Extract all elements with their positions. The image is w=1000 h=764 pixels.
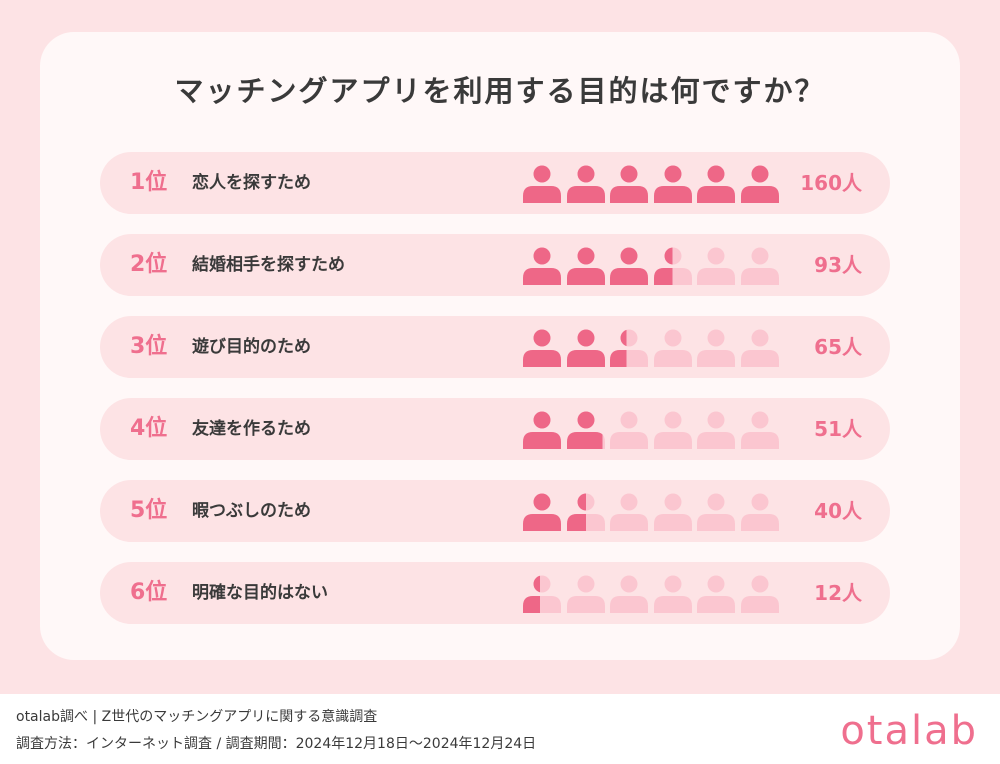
rank-label: 4位 [130,416,168,441]
person-icon [740,247,779,285]
person-icon [697,411,735,449]
ranking-row: 5位 暇つぶしのため 40人 [100,480,890,542]
category-label: 結婚相手を探すため [192,255,345,275]
person-icon [653,329,692,367]
rank-label: 3位 [130,334,168,359]
ranking-row: 2位 結婚相手を探すため 93人 [100,234,890,296]
otalab-logo: otalab [840,708,978,754]
chart-title: マッチングアプリを利用する目的は何ですか？ [174,74,826,108]
person-icon [610,493,648,531]
rank-label: 2位 [130,252,168,277]
person-icon [523,493,561,531]
category-label: 友達を作るため [192,419,311,439]
person-icon [740,493,779,531]
count-label: 12人 [814,581,862,605]
ranking-row: 3位 遊び目的のため 65人 [100,316,890,378]
person-icon [740,329,779,367]
person-icon [566,165,605,203]
person-icon [740,411,779,449]
person-icon [523,165,561,203]
person-icon [610,575,648,613]
count-label: 65人 [814,335,862,359]
category-label: 明確な目的はない [192,583,328,603]
category-label: 恋人を探すため [192,173,311,193]
person-icon [566,329,605,367]
person-icon-bar [522,491,784,531]
person-icon [566,411,605,449]
rank-label: 1位 [130,170,168,195]
count-label: 40人 [814,499,862,523]
person-icon [610,329,648,367]
person-icon [740,575,779,613]
person-icon [653,575,692,613]
person-icon [610,411,648,449]
person-icon [610,247,648,285]
person-icon-bar [522,163,784,203]
ranking-row: 1位 恋人を探すため 160人 [100,152,890,214]
ranking-row: 6位 明確な目的はない 12人 [100,562,890,624]
person-icon [697,247,735,285]
person-icon [697,575,735,613]
person-icon [653,493,692,531]
count-label: 160人 [800,171,862,195]
rank-label: 5位 [130,498,168,523]
person-icon [653,411,692,449]
person-icon [523,575,561,613]
person-icon-bar [522,409,784,449]
person-icon [566,575,605,613]
person-icon [653,165,692,203]
person-icon-bar [522,245,784,285]
person-icon [653,247,692,285]
person-icon [697,493,735,531]
person-icon [523,247,561,285]
count-label: 51人 [814,417,862,441]
person-icon [697,165,735,203]
category-label: 暇つぶしのため [192,501,311,521]
footer-source: otalab調べ | Z世代のマッチングアプリに関する意識調査 [16,709,378,725]
person-icon [566,247,605,285]
person-icon-bar [522,327,784,367]
count-label: 93人 [814,253,862,277]
person-icon [566,493,605,531]
footer-method: 調査方法：インターネット調査 / 調査期間：2024年12月18日〜2024年1… [16,736,537,752]
person-icon [523,411,561,449]
person-icon [610,165,648,203]
ranking-row: 4位 友達を作るため 51人 [100,398,890,460]
rank-label: 6位 [130,580,168,605]
person-icon-bar [522,573,784,613]
person-icon [523,329,561,367]
person-icon [697,329,735,367]
category-label: 遊び目的のため [192,337,311,357]
person-icon [740,165,779,203]
